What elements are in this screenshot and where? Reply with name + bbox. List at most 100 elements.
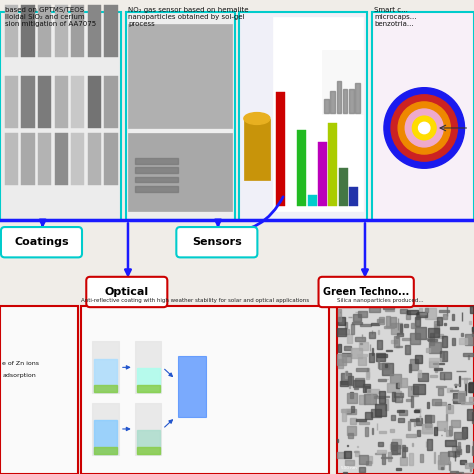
Bar [409,454,413,465]
Bar [473,327,474,336]
Bar [455,384,456,386]
Bar [104,133,118,185]
Bar [473,441,474,449]
Circle shape [384,88,465,168]
Bar [438,388,443,395]
Bar [413,422,415,426]
Bar [394,393,403,397]
Bar [322,50,363,114]
Bar [454,432,465,439]
Bar [452,338,456,345]
Text: Green Techno...: Green Techno... [323,287,409,297]
Bar [400,309,407,313]
Text: Coatings: Coatings [14,237,69,247]
Bar [0,306,78,474]
Bar [318,142,327,206]
Bar [453,393,464,403]
Bar [88,5,101,57]
Bar [415,317,420,326]
FancyBboxPatch shape [86,277,167,307]
Bar [351,324,354,334]
Bar [388,452,391,461]
Bar [353,314,361,321]
Bar [356,368,368,371]
Bar [365,428,368,436]
Bar [359,395,365,404]
Bar [410,359,418,370]
Bar [459,337,466,344]
Bar [347,427,356,435]
Ellipse shape [244,113,270,125]
Bar [38,76,51,128]
Bar [395,336,398,338]
Bar [342,410,346,420]
Bar [419,370,421,377]
Bar [399,410,407,415]
Bar [402,446,405,456]
Bar [359,342,368,350]
FancyBboxPatch shape [319,277,414,307]
Bar [357,354,367,356]
Text: e of Zn ions

adsorption: e of Zn ions adsorption [2,361,39,378]
Bar [355,337,365,341]
Bar [444,428,445,431]
Bar [455,451,456,461]
Bar [436,324,438,332]
Bar [374,302,377,307]
Bar [434,452,435,464]
Bar [347,334,352,343]
Bar [341,295,351,307]
Bar [340,381,348,386]
Bar [379,363,390,369]
Bar [465,338,466,344]
Text: based on GPTMS/TEOS
lloidal SiO₂ and cerium
sion mitigation of AA7075: based on GPTMS/TEOS lloidal SiO₂ and cer… [5,7,96,27]
Bar [418,373,428,381]
Bar [468,397,474,402]
Bar [462,378,470,379]
Bar [337,452,345,458]
Bar [339,311,340,313]
Bar [463,353,474,356]
Bar [350,392,353,398]
Bar [394,396,402,402]
Bar [415,327,426,339]
Bar [452,314,454,320]
Bar [345,372,347,378]
Bar [350,418,356,424]
Bar [365,412,372,419]
Bar [128,133,232,211]
Bar [420,430,432,433]
Bar [353,381,364,387]
Bar [344,451,352,458]
Bar [383,302,394,309]
Bar [436,386,446,387]
Bar [362,335,363,339]
Bar [404,324,408,327]
Bar [244,118,270,180]
Bar [391,415,395,419]
Bar [341,373,351,384]
Bar [360,343,362,345]
Bar [390,444,398,448]
Bar [372,348,373,356]
Text: Sensors: Sensors [192,237,242,247]
Bar [408,421,410,430]
Bar [71,133,84,185]
Bar [420,455,423,462]
Bar [385,400,388,410]
Bar [429,362,438,367]
Bar [426,441,427,447]
Bar [425,308,428,312]
Bar [372,409,381,417]
Bar [430,334,434,345]
Bar [445,440,456,447]
Bar [363,384,370,392]
Bar [406,434,416,437]
Bar [343,472,347,473]
Bar [392,445,400,455]
Bar [342,353,351,356]
Bar [429,342,440,353]
Bar [354,451,358,452]
Bar [398,419,404,422]
Bar [450,390,458,391]
